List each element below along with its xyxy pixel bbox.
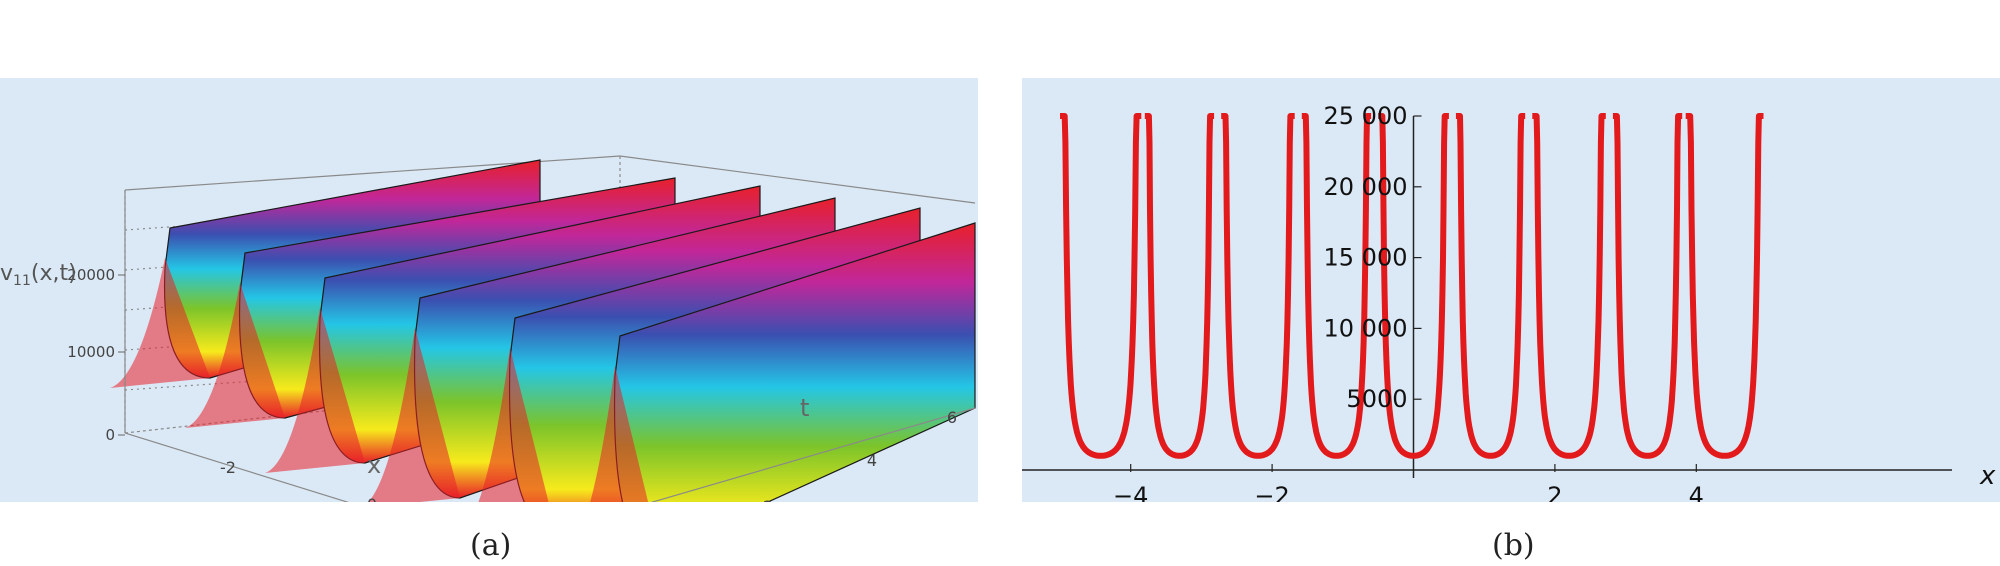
caption-a: (a) [470,528,512,563]
x-tick-label: 4 [1689,482,1704,502]
x-tick-label: −4 [1113,482,1148,502]
box-edge [619,155,976,204]
t-axis-label: t [800,394,809,422]
x-axis-label: x [367,451,381,479]
y-tick-label: 10 000 [1324,314,1408,342]
x-axis-label: x [1979,461,1996,491]
box-edge [124,155,621,191]
x-tick-label: -2 [220,458,236,477]
t-tick-label: 6 [947,408,957,427]
y-tick-label: 20 000 [1324,173,1408,201]
y-tick-label: 25 000 [1324,102,1408,130]
caption-b: (b) [1492,528,1535,563]
surface-ridges [110,159,976,561]
t-tick-label: 2 [763,497,773,502]
line-plot-series [1057,113,1766,459]
curve-branch [1453,113,1528,459]
z-axis-label: v11(x,t) [0,261,77,289]
curve-branch [1610,113,1685,459]
line-plot: −4 −2 2 4 5000 10 000 15 000 20 000 25 000 x [1022,102,1996,510]
curve-branch [1142,113,1217,459]
ridge-slope [110,258,210,388]
z-tick-label: 20000 [67,266,115,284]
curve-branch [1683,113,1766,459]
line-plot-axes [1022,116,1952,478]
x-tick-label: 0 [367,495,377,502]
curve-branch [1057,113,1144,459]
curve-branch [1529,113,1609,459]
x-tick-label: −2 [1254,482,1289,502]
ridge-slope [265,308,365,473]
ridge-slope [360,328,460,508]
t-tick-label: 4 [867,451,877,470]
z-tick-label: 0 [105,426,115,444]
y-tick-label: 15 000 [1324,244,1408,272]
curve-branch [1299,113,1374,459]
line-plot-ticks: −4 −2 2 4 5000 10 000 15 000 20 000 25 000 x [1113,102,1996,510]
x-tick-label: 2 [1547,482,1562,502]
curve-branch [1218,113,1298,459]
z-tick-label: 10000 [67,343,115,361]
line-plot-panel: −4 −2 2 4 5000 10 000 15 000 20 000 25 000 x [1022,78,2000,510]
y-tick-label: 5000 [1346,385,1407,413]
curve-branch [1375,113,1452,459]
ridge-slope [455,348,555,538]
ridge-slope [185,283,285,428]
